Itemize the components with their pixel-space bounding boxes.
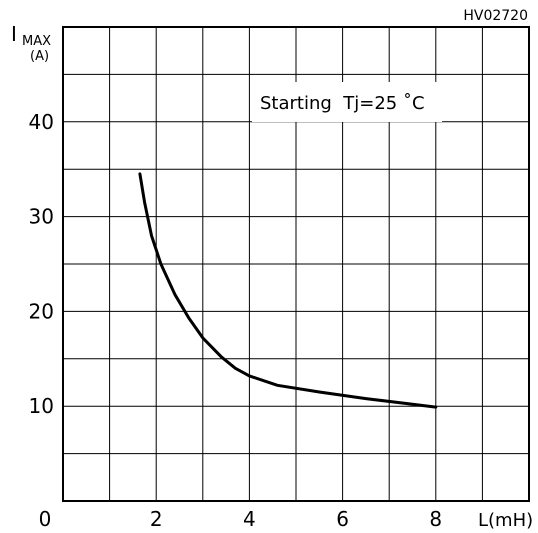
y-tick-label: 10	[29, 394, 54, 418]
annotation-text: Starting Tj=25 ˚C	[260, 93, 425, 114]
x-axis-label: L(mH)	[478, 510, 533, 531]
x-tick-label: 8	[429, 507, 442, 531]
y-tick-label: 40	[29, 110, 54, 134]
series-line	[138, 172, 438, 409]
y-tick-labels: 10 20 30 40	[29, 110, 54, 418]
y-tick-label: 30	[29, 205, 54, 229]
x-tick-label: 4	[243, 507, 256, 531]
y-axis-label: I	[11, 22, 17, 46]
figure-id: HV02720	[463, 8, 528, 24]
x-tick-label: 2	[150, 507, 163, 531]
x-tick-label: 6	[336, 507, 349, 531]
annotation: Starting Tj=25 ˚C	[252, 82, 442, 122]
y-tick-label: 20	[29, 299, 54, 323]
y-axis-label-sub: MAX	[22, 34, 51, 49]
y-axis-unit: (A)	[30, 49, 49, 64]
x-tick-label: 0	[39, 507, 52, 531]
annotation-box	[252, 82, 442, 122]
plot-frame	[62, 26, 530, 502]
x-tick-labels: 0 2 4 6 8	[39, 507, 443, 531]
